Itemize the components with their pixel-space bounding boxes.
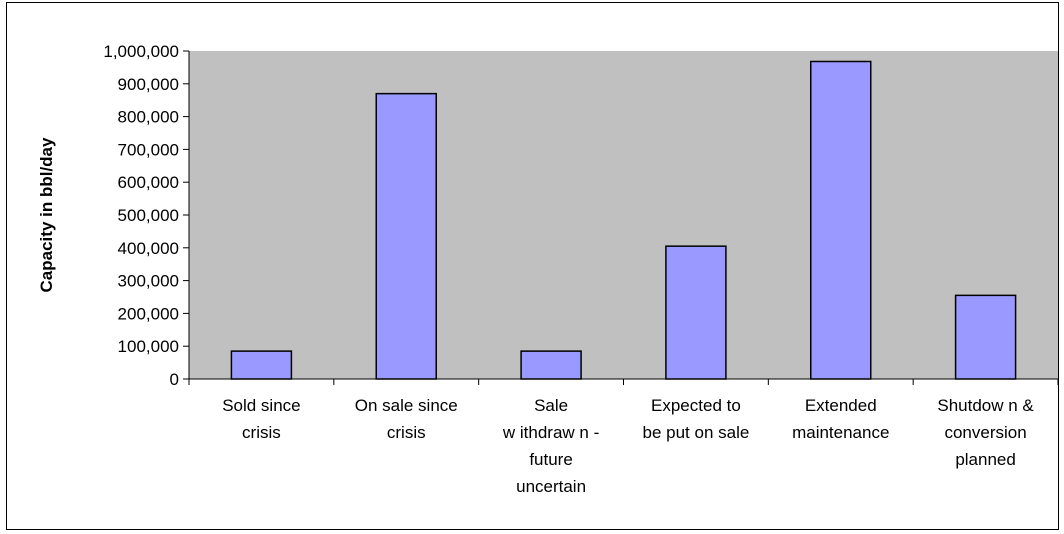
- chart-frame: 0 100,000 200,000 300,000 400,000 500,000 600,…: [6, 2, 1059, 530]
- bar: [230, 350, 293, 380]
- bar-chart: 0 100,000 200,000 300,000 400,000 500,000 600,…: [37, 42, 1058, 496]
- y-tick-label: 700,000: [118, 140, 179, 159]
- y-tick-label: 500,000: [118, 206, 179, 225]
- y-tick-label: 200,000: [118, 304, 179, 323]
- bar: [665, 245, 727, 380]
- y-tick-label: 800,000: [118, 108, 179, 127]
- bar: [375, 92, 437, 380]
- y-tick-label: 0: [170, 370, 179, 389]
- bar: [954, 294, 1017, 380]
- y-tick-label: 900,000: [118, 75, 179, 94]
- y-axis-label: Capacity in bbl/day: [37, 137, 56, 292]
- plot-area: [189, 51, 1058, 379]
- x-category-label: Extended maintenance: [792, 396, 889, 442]
- x-category-label: Sold since crisis: [222, 396, 300, 442]
- y-tick-label: 100,000: [118, 337, 179, 356]
- x-category-label: Expected to be put on sale: [643, 396, 750, 442]
- x-category-label: Sale w ithdraw n -future uncertain: [502, 396, 599, 496]
- bar: [810, 60, 872, 380]
- bar: [520, 350, 582, 380]
- x-category-label: Shutdow n & conversion planned: [937, 396, 1034, 469]
- x-category-label: On sale since crisis: [355, 396, 458, 442]
- y-tick-label: 300,000: [118, 272, 179, 291]
- y-tick-label: 600,000: [118, 173, 179, 192]
- y-tick-label: 400,000: [118, 239, 179, 258]
- y-tick-label: 1,000,000: [103, 42, 179, 61]
